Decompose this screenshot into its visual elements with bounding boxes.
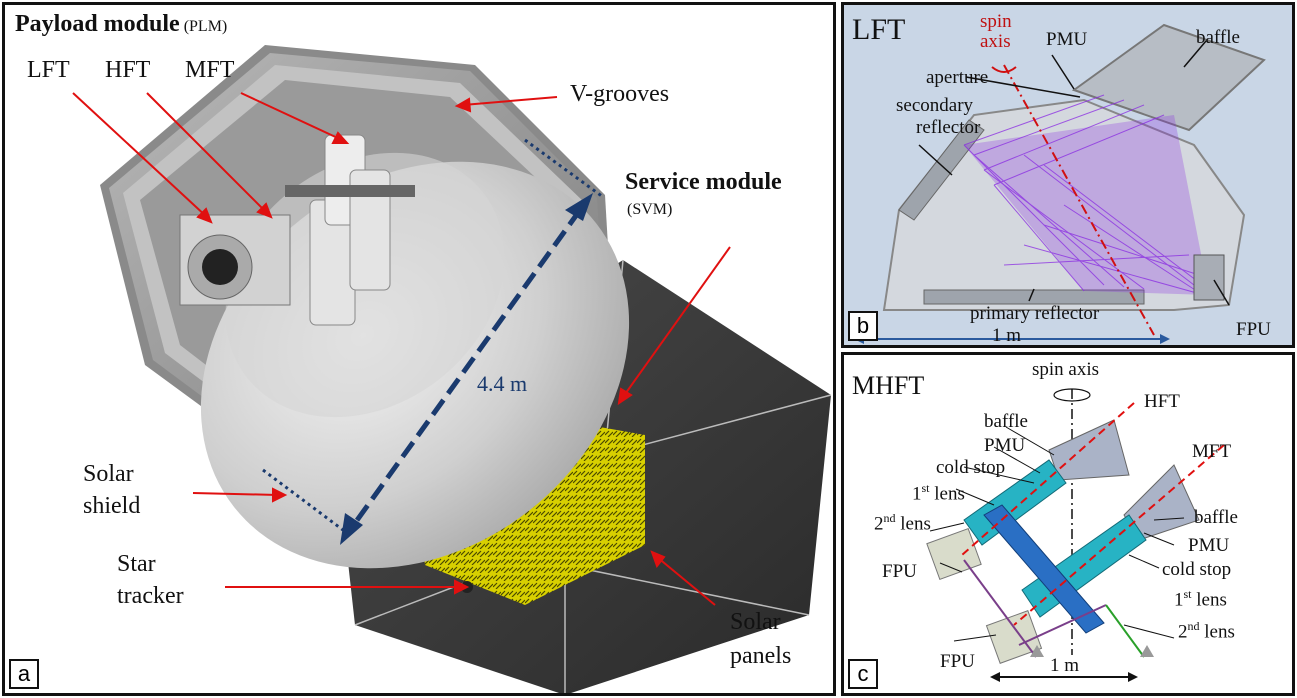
- label-solar-shield-2: shield: [83, 493, 141, 519]
- lft-secondary-1: secondary: [896, 95, 974, 116]
- label-solar-shield-1: Solar: [83, 461, 134, 487]
- lft-spin-1: spin: [980, 11, 1012, 32]
- lft-secondary-2: reflector: [916, 117, 981, 138]
- mhft-pmu-right: PMU: [1188, 535, 1230, 556]
- mhft-lens2-right: 2nd lens: [1178, 619, 1235, 643]
- lft-rays: [963, 94, 1210, 298]
- mhft-baffle-top: baffle: [984, 411, 1028, 432]
- panel-c-mhft: MHFT spin axis HFT MFT baffle PMU cold s…: [841, 352, 1295, 696]
- lft-spin-2: axis: [980, 31, 1011, 52]
- mhft-title: MHFT: [852, 371, 925, 400]
- lft-aperture: aperture: [926, 67, 989, 88]
- mhft-pmu-top: PMU: [984, 435, 1026, 456]
- lft-primary: primary reflector: [970, 303, 1100, 324]
- mhft-illustration: [926, 388, 1225, 682]
- lft-baffle: baffle: [1196, 27, 1240, 48]
- hft-baffle-shape: [1048, 419, 1130, 481]
- label-mft: MFT: [185, 57, 235, 83]
- label-lft: LFT: [27, 57, 70, 83]
- mhft-lens1-right: 1st lens: [1174, 587, 1227, 611]
- dimension-label: 4.4 m: [477, 371, 528, 396]
- panel-tag-b: b: [848, 311, 878, 341]
- mhft-baffle-right: baffle: [1194, 507, 1238, 528]
- panel-b-lft: LFT spin axis PMU baffle aperture second…: [841, 2, 1295, 348]
- service-module-abbr: (SVM): [627, 201, 673, 218]
- lft-illustration: [854, 23, 1266, 344]
- lft-title: LFT: [852, 13, 906, 46]
- label-star-tracker-2: tracker: [117, 583, 184, 609]
- mhft-scale: 1 m: [1050, 655, 1080, 676]
- annotation-arrows: [72, 92, 731, 606]
- lft-spin-axis: [1003, 64, 1155, 336]
- mhft-spin-axis-label: spin axis: [1032, 359, 1100, 380]
- dimension-arrow: [347, 208, 583, 532]
- label-solar-panels-2: panels: [730, 643, 792, 669]
- telescopes-shape: [179, 134, 415, 326]
- label-solar-panels-1: Solar: [730, 609, 781, 635]
- panel-tag-c: c: [848, 659, 878, 689]
- lft-baffle-shape: [1071, 23, 1266, 132]
- label-star-tracker-1: Star: [117, 551, 156, 577]
- lft-fpu: FPU: [1236, 319, 1271, 340]
- payload-module-title: Payload module (PLM): [15, 11, 228, 37]
- mhft-cold-stop-right: cold stop: [1162, 559, 1232, 580]
- lft-pmu: PMU: [1046, 29, 1088, 50]
- spacecraft-illustration: [72, 45, 832, 693]
- lft-scale: 1 m: [992, 325, 1022, 346]
- mhft-lens2-top: 2nd lens: [874, 511, 931, 535]
- mhft-fpu-top: FPU: [882, 561, 917, 582]
- panel-tag-a: a: [9, 659, 39, 689]
- label-v-grooves: V-grooves: [570, 81, 670, 107]
- mhft-lens1-top: 1st lens: [912, 481, 965, 505]
- panel-a-spacecraft: Payload module (PLM) LFT HFT MFT V-groov…: [2, 2, 836, 696]
- mhft-hft: HFT: [1144, 391, 1180, 412]
- service-module-title: Service module: [625, 169, 782, 195]
- mhft-mft: MFT: [1192, 441, 1232, 462]
- label-hft: HFT: [105, 57, 151, 83]
- mhft-cold-stop-top: cold stop: [936, 457, 1006, 478]
- mhft-fpu-bottom: FPU: [940, 651, 975, 672]
